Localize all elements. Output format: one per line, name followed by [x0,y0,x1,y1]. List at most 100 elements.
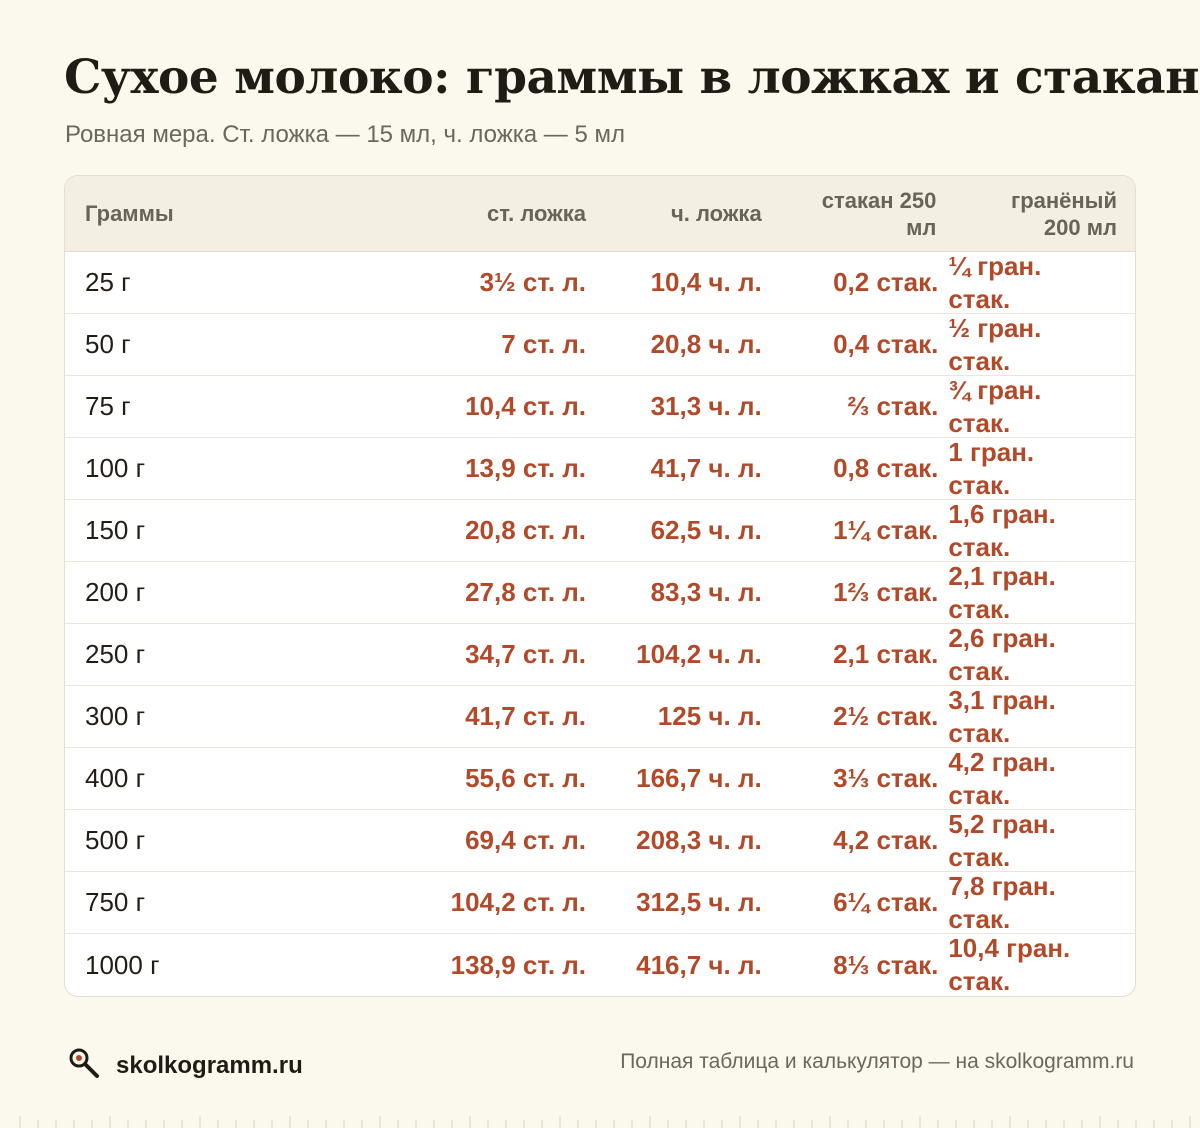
cell-grams: 25 г [85,267,131,297]
cell-tablespoon-value: 41,7 ст. л. [465,701,587,731]
header-teaspoon: ч. ложка [671,201,762,226]
cell-teaspoon-value: 208,3 ч. л. [636,825,762,855]
cell-tablespoon: 55,6 ст. л. [409,748,586,809]
cell-tablespoon-value: 34,7 ст. л. [465,639,587,669]
magnifier-icon [66,1045,102,1086]
cell-faceted-200-value: 4,2 гран. стак. [948,746,1056,810]
cell-faceted-200-value: 2,1 гран. стак. [948,560,1056,624]
cell-tablespoon: 20,8 ст. л. [409,500,586,561]
cell-teaspoon-value: 416,7 ч. л. [636,949,762,980]
cell-glass-250: 2,1 стак. [762,624,938,685]
cell-glass-250-value: 0,2 стак. [833,267,939,297]
cell-faceted-200: 7,8 гран. стак. [938,870,1135,934]
cell-faceted-200: ¼ гран. стак. [938,251,1135,314]
table-row: 1000 г 138,9 ст. л. 416,7 ч. л. 8⅓ стак.… [65,933,1135,996]
cell-glass-250: 2½ стак. [762,686,938,747]
cell-grams: 250 г [85,639,146,669]
cell-tablespoon-value: 13,9 ст. л. [465,453,587,483]
cell-teaspoon-value: 312,5 ч. л. [636,887,762,917]
page-title: Сухое молоко: граммы в ложках и стаканах [64,50,1200,105]
table-body: 25 г 3½ ст. л. 10,4 ч. л. 0,2 стак. ¼ гр… [65,251,1135,996]
cell-tablespoon-value: 20,8 ст. л. [465,515,587,545]
cell-tablespoon: 41,7 ст. л. [409,686,586,747]
table-row: 400 г 55,6 ст. л. 166,7 ч. л. 3⅓ стак. 4… [65,746,1135,810]
cell-teaspoon-value: 20,8 ч. л. [650,329,762,359]
cell-tablespoon-value: 3½ ст. л. [479,267,587,297]
cell-faceted-200-value: 10,4 гран. стак. [948,933,1071,996]
cell-teaspoon: 83,3 ч. л. [586,562,762,623]
cell-faceted-200: ½ гран. стак. [938,312,1135,376]
cell-glass-250: 8⅓ стак. [762,934,938,996]
cell-teaspoon-value: 104,2 ч. л. [636,639,762,669]
cell-grams: 750 г [85,887,146,917]
cell-faceted-200: 10,4 гран. стак. [938,933,1135,996]
cell-glass-250: 4,2 стак. [762,810,938,871]
header-faceted-200-label: гранёный 200 мл [1011,187,1117,240]
cell-faceted-200-value: 1,6 гран. стак. [948,498,1056,562]
cell-glass-250: 1¼ стак. [762,500,938,561]
cell-glass-250: 6¼ стак. [762,872,939,933]
cell-glass-250-value: 1⅔ стак. [833,577,939,607]
cell-glass-250: 3⅓ стак. [762,748,939,809]
table-row: 750 г 104,2 ст. л. 312,5 ч. л. 6¼ стак. … [65,870,1135,934]
cell-faceted-200: 4,2 гран. стак. [938,746,1135,810]
header-glass-250-label: стакан 250 мл [821,187,937,240]
cell-grams: 50 г [85,329,131,359]
cell-glass-250: 1⅔ стак. [762,562,939,623]
brand-name[interactable]: skolkogramm.ru [116,1051,303,1079]
cell-tablespoon: 7 ст. л. [409,314,586,375]
cell-tablespoon: 10,4 ст. л. [409,376,586,437]
header-grams: Граммы [85,201,174,226]
cell-teaspoon: 104,2 ч. л. [586,624,762,685]
cell-glass-250-value: ⅔ стак. [847,391,939,421]
cell-teaspoon: 208,3 ч. л. [586,810,762,871]
cell-grams: 150 г [85,515,146,545]
header-faceted-200: гранёный 200 мл [938,176,1135,251]
cell-faceted-200-value: 7,8 гран. стак. [948,870,1056,934]
cell-teaspoon-value: 83,3 ч. л. [650,577,762,607]
cell-grams: 300 г [85,701,146,731]
cell-glass-250: ⅔ стак. [762,376,939,437]
cell-tablespoon: 13,9 ст. л. [409,438,586,499]
cell-faceted-200: 2,1 гран. стак. [938,560,1135,624]
cell-glass-250-value: 3⅓ стак. [833,763,939,793]
cell-grams: 200 г [85,577,146,607]
cell-faceted-200-value: 3,1 гран. стак. [948,684,1056,748]
cell-teaspoon: 416,7 ч. л. [586,934,762,996]
cell-faceted-200-value: 2,6 гран. стак. [948,622,1056,686]
cell-tablespoon: 27,8 ст. л. [409,562,586,623]
cell-faceted-200: ¾ гран. стак. [938,375,1135,438]
table-row: 75 г 10,4 ст. л. 31,3 ч. л. ⅔ стак. ¾ гр… [65,375,1135,438]
cell-teaspoon: 125 ч. л. [586,686,762,747]
cell-glass-250: 0,4 стак. [762,314,938,375]
cell-grams: 100 г [85,453,146,483]
cell-glass-250-value: 6¼ стак. [833,887,939,917]
cell-grams: 400 г [85,763,146,793]
cell-tablespoon-value: 69,4 ст. л. [465,825,587,855]
cell-faceted-200-value: ½ гран. стак. [948,312,1042,376]
cell-grams: 1000 г [85,949,160,980]
cell-glass-250-value: 0,8 стак. [833,453,939,483]
cell-tablespoon-value: 55,6 ст. л. [465,763,587,793]
table-row: 200 г 27,8 ст. л. 83,3 ч. л. 1⅔ стак. 2,… [65,560,1135,624]
footer-brand[interactable]: skolkogramm.ru [66,1045,303,1086]
table-row: 500 г 69,4 ст. л. 208,3 ч. л. 4,2 стак. … [65,809,1135,872]
cell-teaspoon: 10,4 ч. л. [586,252,762,313]
cell-tablespoon: 69,4 ст. л. [409,810,586,871]
cell-teaspoon: 20,8 ч. л. [586,314,762,375]
cell-faceted-200: 2,6 гран. стак. [938,622,1135,686]
cell-teaspoon-value: 62,5 ч. л. [650,515,762,545]
cell-tablespoon: 138,9 ст. л. [409,934,586,996]
page-subtitle: Ровная мера. Ст. ложка — 15 мл, ч. ложка… [65,121,625,148]
table-row: 150 г 20,8 ст. л. 62,5 ч. л. 1¼ стак. 1,… [65,498,1135,562]
cell-tablespoon-value: 7 ст. л. [501,329,587,359]
footer-note: Полная таблица и калькулятор — на skolko… [620,1050,1134,1073]
cell-faceted-200: 1 гран. стак. [938,437,1135,500]
table-row: 50 г 7 ст. л. 20,8 ч. л. 0,4 стак. ½ гра… [65,312,1135,376]
table-row: 25 г 3½ ст. л. 10,4 ч. л. 0,2 стак. ¼ гр… [65,251,1135,314]
cell-tablespoon-value: 27,8 ст. л. [465,577,587,607]
cell-teaspoon: 166,7 ч. л. [586,748,762,809]
cell-faceted-200: 5,2 гран. стак. [938,809,1135,872]
cell-teaspoon-value: 31,3 ч. л. [650,391,762,421]
cell-teaspoon-value: 125 ч. л. [657,701,762,731]
